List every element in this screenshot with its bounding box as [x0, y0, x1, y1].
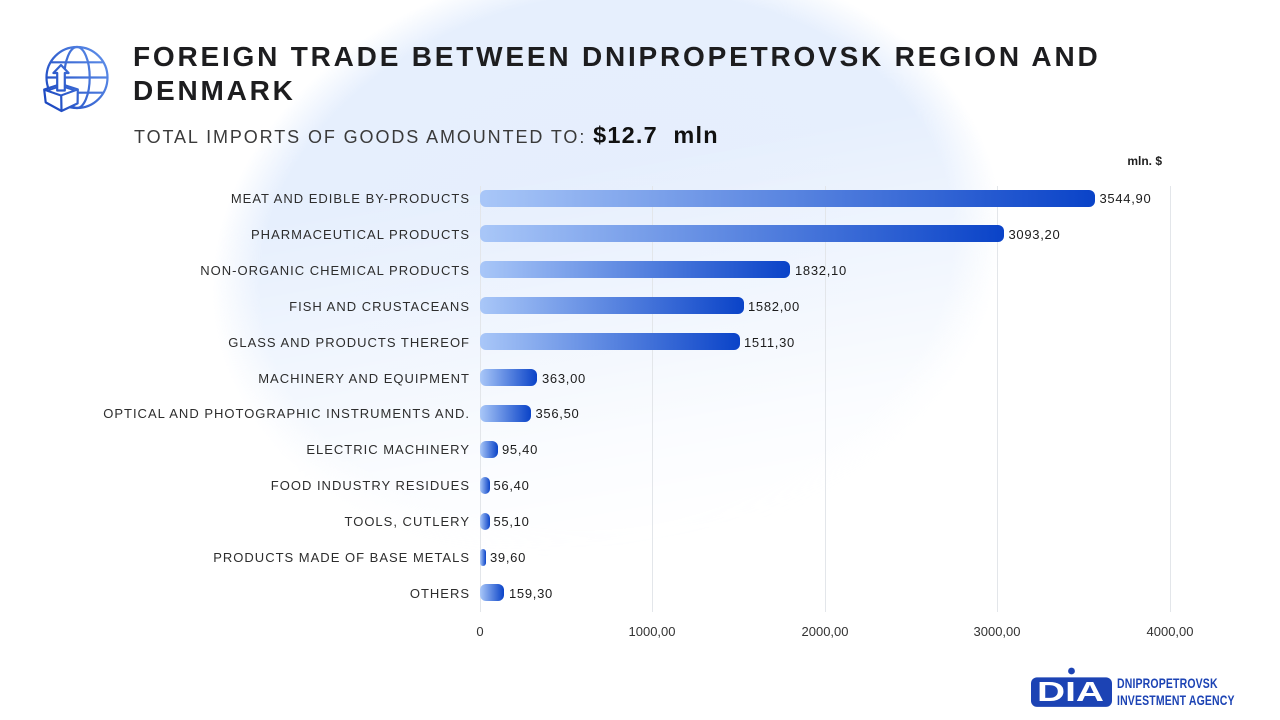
svg-text:DIA: DIA [1037, 676, 1104, 707]
